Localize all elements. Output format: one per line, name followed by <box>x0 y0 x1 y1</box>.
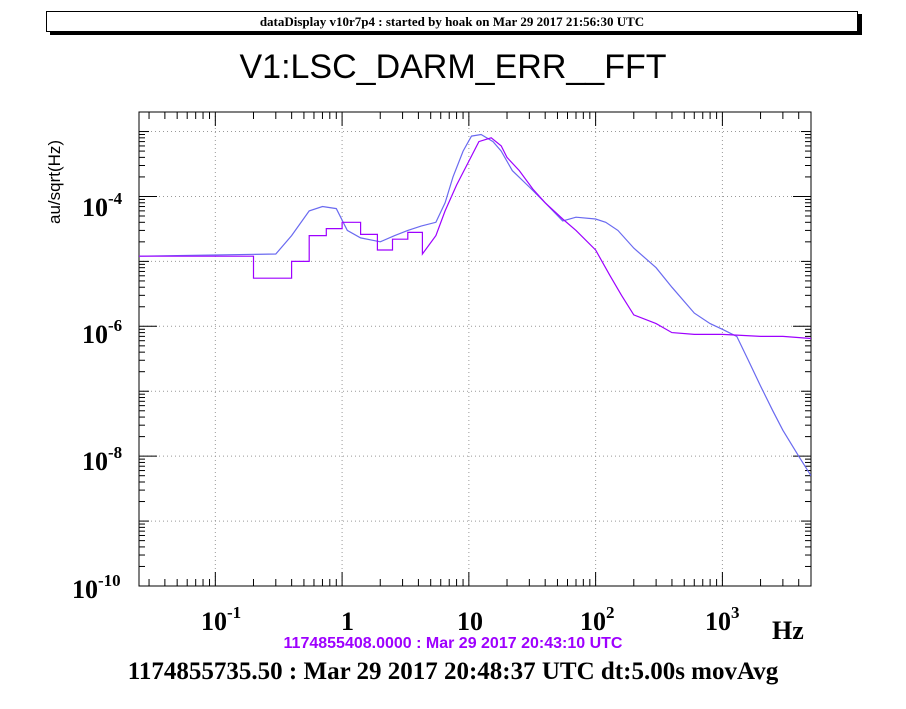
chart-title: V1:LSC_DARM_ERR__FFT <box>239 48 667 86</box>
series-line-2 <box>139 137 811 340</box>
reference-time: 1174855408.0000 : Mar 29 2017 20:43:10 U… <box>0 635 906 653</box>
x-tick-label-1: 1 <box>341 607 354 636</box>
data-display-banner: dataDisplay v10r7p4 : started by hoak on… <box>46 11 858 32</box>
y-tick-label-1e-6: 10-6 <box>82 316 122 349</box>
plot-frame <box>138 111 812 587</box>
reference-time-text: 1174855408.0000 : Mar 29 2017 20:43:10 U… <box>283 635 623 652</box>
x-axis-unit-label: Hz <box>772 616 804 645</box>
minor-ticks <box>139 111 812 587</box>
y-tick-label-1e-8: 10-8 <box>82 443 122 476</box>
x-tick-label-1000: 103 <box>705 603 740 636</box>
y-tick-label-1e-10: 10-10 <box>72 571 121 604</box>
x-tick-label-10: 10 <box>457 607 483 636</box>
tick-labels: 10-4 10-6 10-8 10-10 10-1 1 10 102 103 H… <box>72 189 804 645</box>
x-tick-label-0.1: 10-1 <box>201 603 241 636</box>
current-time: 1174855735.50 : Mar 29 2017 20:48:37 UTC… <box>127 658 779 685</box>
series-layer <box>139 133 811 477</box>
grid-lines <box>139 112 811 586</box>
y-tick-label-1e-4: 10-4 <box>82 189 123 222</box>
series-line-1 <box>139 133 811 477</box>
x-tick-label-100: 102 <box>580 603 615 636</box>
